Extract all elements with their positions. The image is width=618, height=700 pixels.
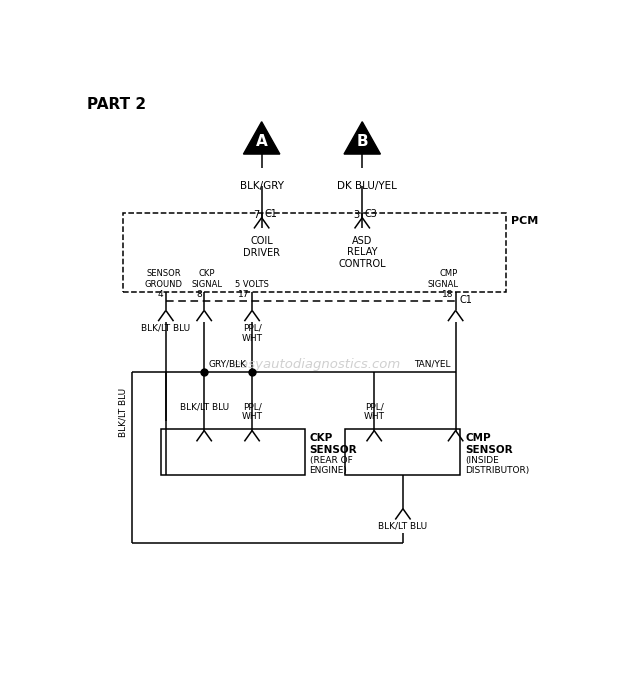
Text: BLK/LT BLU: BLK/LT BLU (142, 323, 190, 332)
Bar (345, 429, 460, 475)
Text: CKP
SENSOR: CKP SENSOR (310, 433, 357, 454)
Text: BLK/LT BLU: BLK/LT BLU (180, 402, 229, 411)
Text: BLK/GRY: BLK/GRY (240, 181, 284, 191)
Text: TAN/YEL: TAN/YEL (414, 359, 451, 368)
Text: SENSOR
GROUND: SENSOR GROUND (145, 270, 182, 289)
Text: 18: 18 (442, 290, 453, 299)
Text: 7: 7 (253, 209, 260, 220)
Text: BLK/LT BLU: BLK/LT BLU (119, 389, 127, 438)
Text: DK BLU/YEL: DK BLU/YEL (337, 181, 397, 191)
Text: easyautodiagnostics.com: easyautodiagnostics.com (232, 358, 401, 371)
Text: (REAR OF
ENGINE): (REAR OF ENGINE) (310, 456, 352, 475)
Text: 17: 17 (238, 290, 250, 299)
Text: PART 2: PART 2 (87, 97, 146, 113)
Text: CMP
SIGNAL: CMP SIGNAL (427, 270, 458, 289)
Text: CKP
SIGNAL: CKP SIGNAL (191, 270, 222, 289)
Text: BLK/LT BLU: BLK/LT BLU (378, 522, 428, 531)
Text: C1: C1 (264, 209, 277, 218)
Text: PPL/
WHT: PPL/ WHT (242, 323, 263, 343)
Text: C1: C1 (459, 295, 472, 304)
Polygon shape (344, 122, 381, 154)
Text: (INSIDE
DISTRIBUTOR): (INSIDE DISTRIBUTOR) (465, 456, 530, 475)
Text: ASD
RELAY
CONTROL: ASD RELAY CONTROL (339, 236, 386, 269)
Text: A: A (256, 134, 268, 149)
Polygon shape (243, 122, 280, 154)
Text: 8: 8 (196, 290, 201, 299)
Text: C3: C3 (365, 209, 378, 218)
Text: B: B (357, 134, 368, 149)
Text: 5 VOLTS: 5 VOLTS (235, 280, 269, 289)
Text: COIL
DRIVER: COIL DRIVER (243, 236, 280, 258)
Text: PPL/
WHT: PPL/ WHT (242, 402, 263, 421)
Bar (123, 214, 506, 291)
Text: PPL/
WHT: PPL/ WHT (364, 402, 384, 421)
Text: CMP
SENSOR: CMP SENSOR (465, 433, 513, 454)
Text: GRY/BLK: GRY/BLK (209, 359, 247, 368)
Text: 3: 3 (353, 209, 360, 220)
Text: PCM: PCM (510, 216, 538, 226)
Text: 4: 4 (158, 290, 163, 299)
Bar (161, 429, 305, 475)
